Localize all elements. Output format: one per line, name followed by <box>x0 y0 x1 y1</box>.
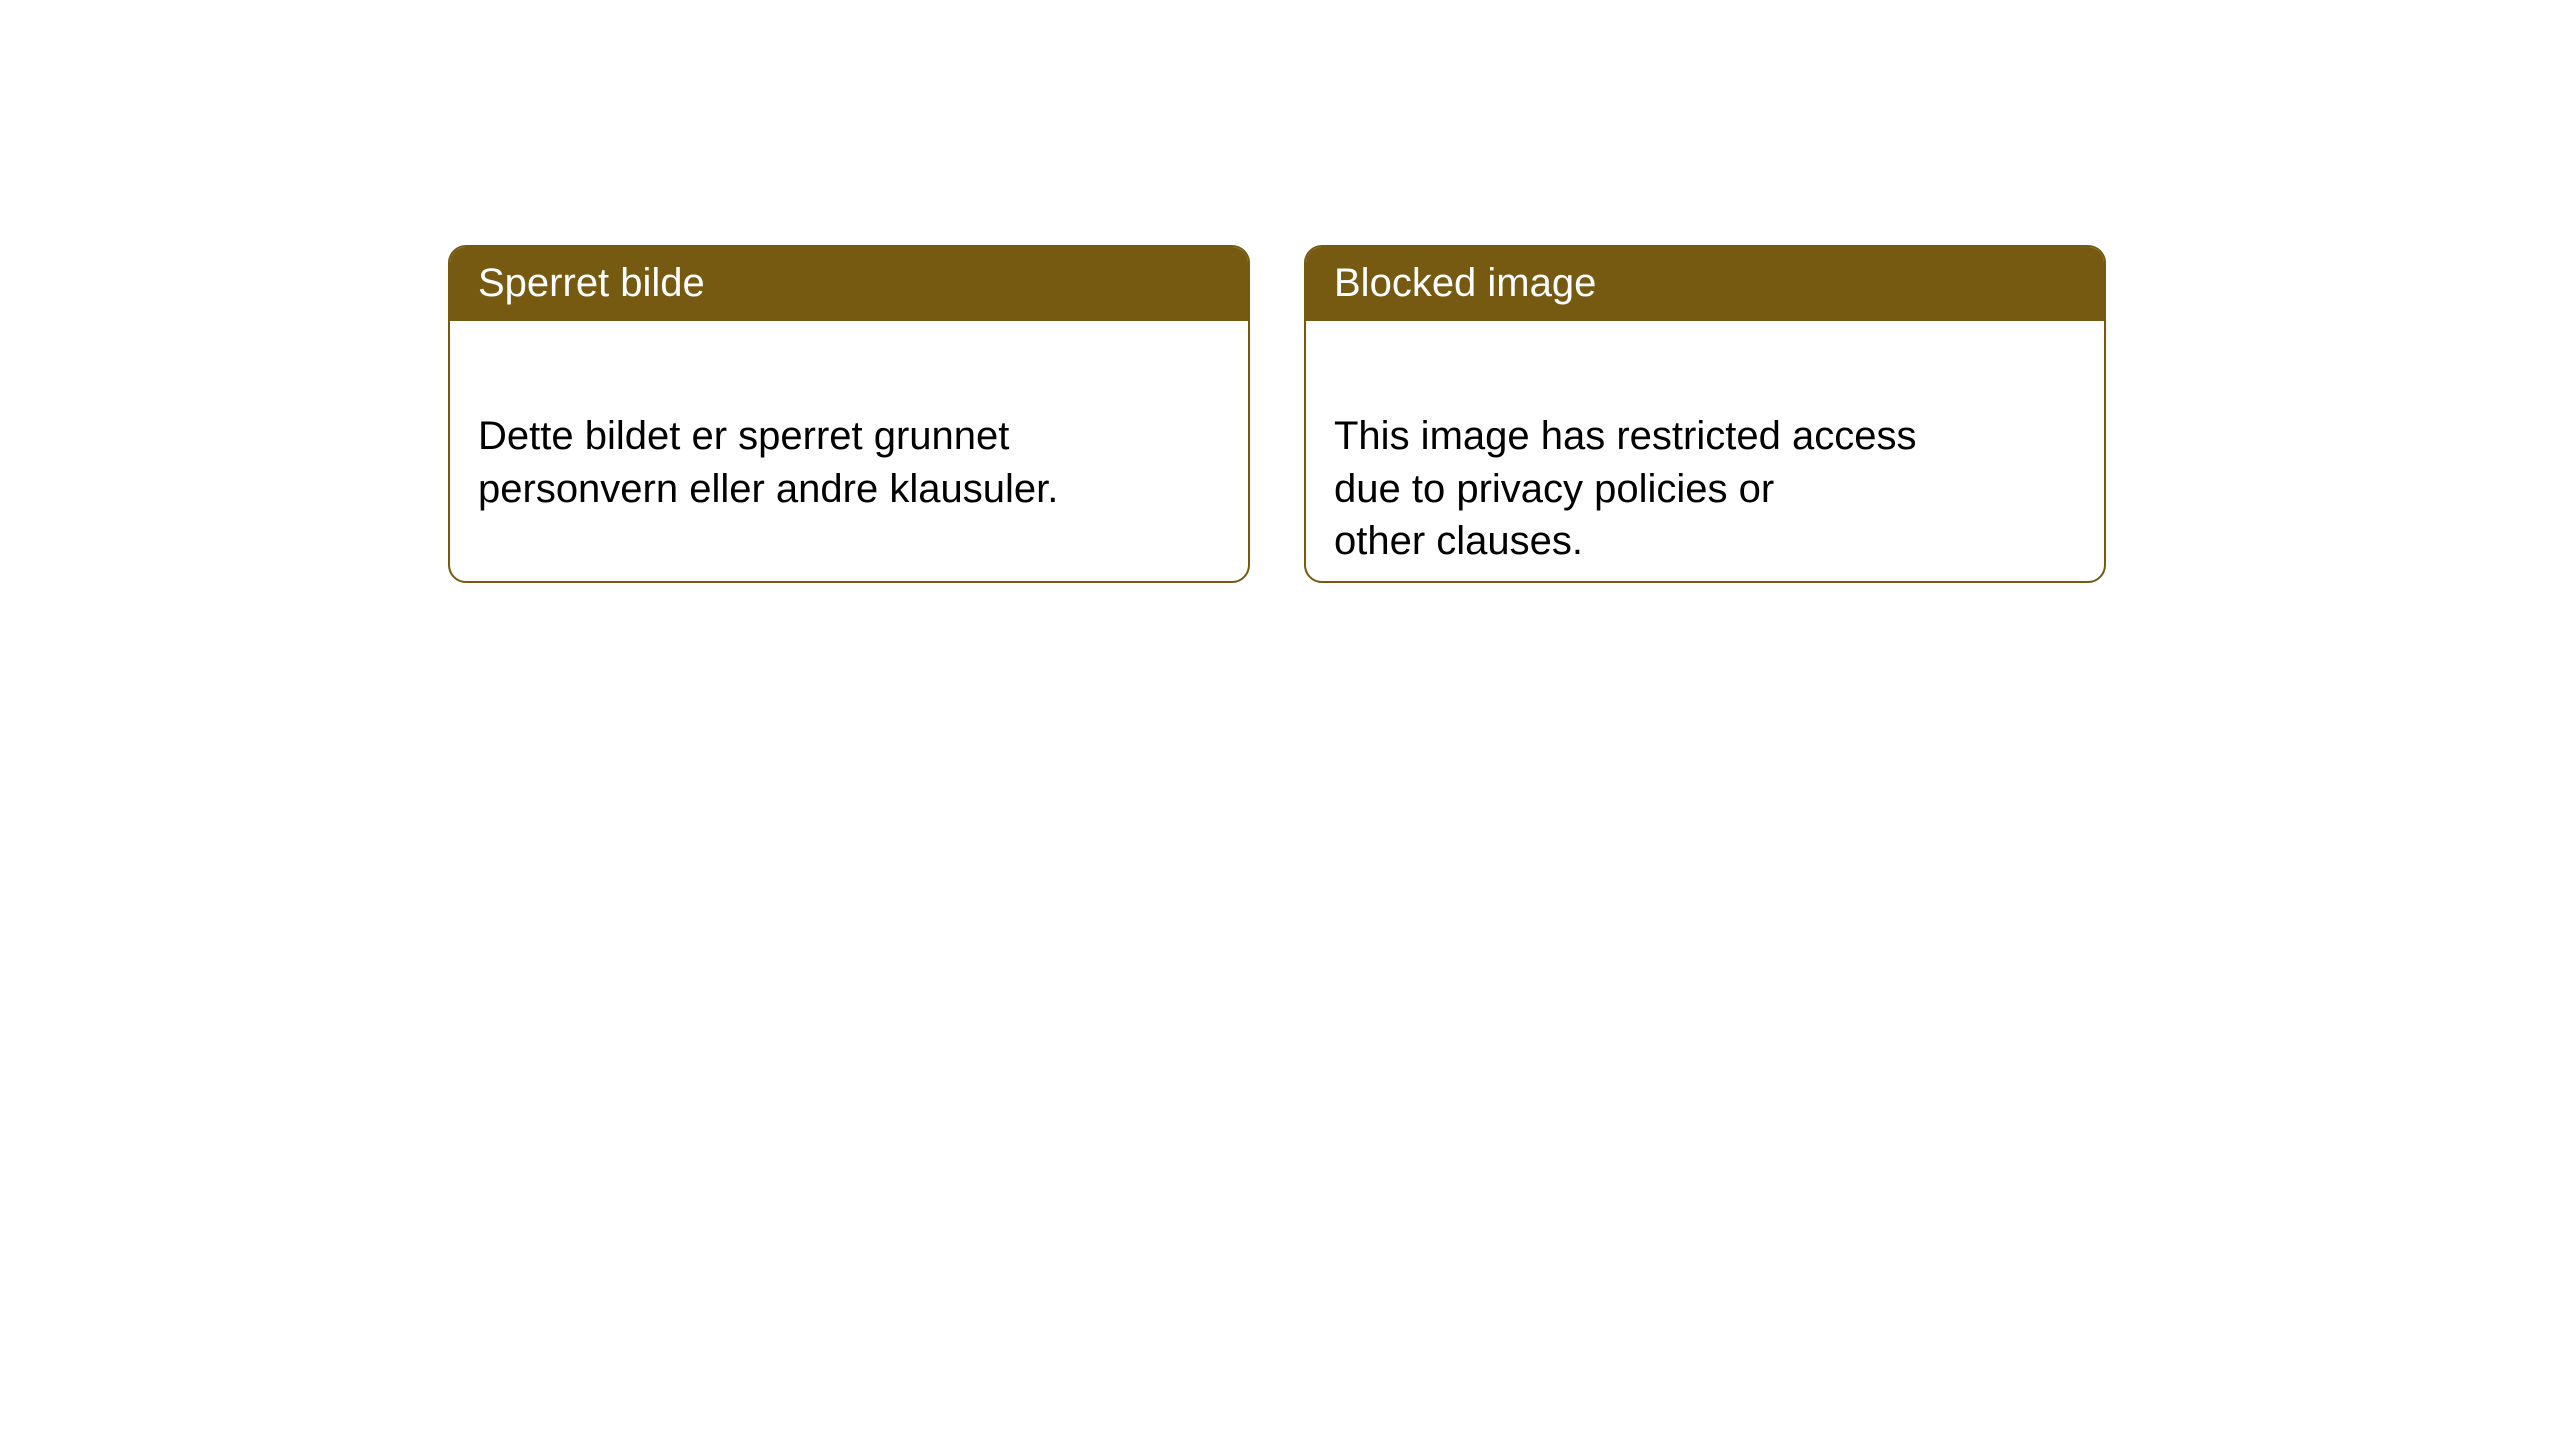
card-header: Blocked image <box>1306 247 2104 321</box>
card-body: Dette bildet er sperret grunnet personve… <box>450 321 1248 543</box>
notice-card-english: Blocked image This image has restricted … <box>1304 245 2106 583</box>
card-title: Blocked image <box>1334 261 1596 305</box>
card-body: This image has restricted access due to … <box>1306 321 2104 583</box>
card-body-text: This image has restricted access due to … <box>1334 414 1916 564</box>
card-header: Sperret bilde <box>450 247 1248 321</box>
notice-card-norwegian: Sperret bilde Dette bildet er sperret gr… <box>448 245 1250 583</box>
notice-container: Sperret bilde Dette bildet er sperret gr… <box>448 245 2106 583</box>
card-body-text: Dette bildet er sperret grunnet personve… <box>478 414 1058 511</box>
card-title: Sperret bilde <box>478 261 705 305</box>
